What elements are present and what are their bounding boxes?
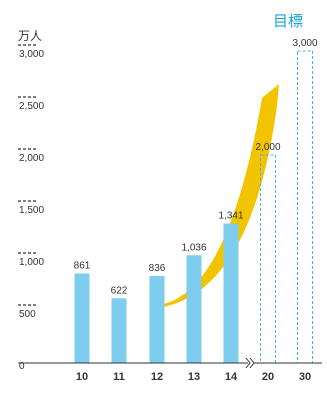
trend-arrow [158, 84, 279, 308]
x-axis: 10 11 12 13 14 20 30 [18, 357, 322, 383]
y-tick-label: 0 [19, 361, 25, 372]
value-label-12: 836 [149, 263, 166, 274]
axis-break-mark [245, 357, 251, 369]
x-tick-label-11: 11 [113, 371, 125, 383]
x-tick-label-30: 30 [299, 371, 311, 383]
y-tick-label: 1,000 [19, 257, 44, 268]
bar-12 [149, 276, 165, 363]
y-tick-label: 3,000 [19, 49, 44, 60]
y-tick-label: 2,500 [19, 101, 44, 112]
target-bar-30 [297, 50, 313, 364]
y-axis: 0 500 1,000 1,500 2,000 2,500 3,000 [18, 44, 44, 372]
value-label-20: 2,000 [255, 142, 280, 153]
bar-14 [223, 223, 239, 363]
x-tick-label-13: 13 [188, 371, 200, 383]
y-tick-label: 1,500 [19, 205, 44, 216]
value-label-30: 3,000 [292, 38, 317, 49]
value-label-10: 861 [74, 260, 91, 271]
bar-13 [186, 255, 202, 363]
bar-10 [74, 273, 90, 363]
trend-arrow-shape [158, 84, 279, 308]
axis-break-mark [249, 357, 255, 369]
value-label-11: 622 [111, 285, 128, 296]
x-tick-label-14: 14 [225, 371, 238, 383]
y-tick-label: 2,000 [19, 153, 44, 164]
x-tick-label-10: 10 [76, 371, 88, 383]
x-tick-label-12: 12 [151, 371, 163, 383]
x-tick-label-20: 20 [262, 371, 274, 383]
bar-series: 861 622 836 1,036 1,341 2,000 3,000 [74, 38, 318, 364]
value-label-14: 1,341 [218, 211, 243, 222]
y-tick-label: 500 [19, 309, 36, 320]
unit-label: 万人 [18, 29, 42, 43]
bar-11 [111, 298, 127, 363]
target-label: 目標 [273, 13, 303, 30]
value-label-13: 1,036 [181, 242, 206, 253]
